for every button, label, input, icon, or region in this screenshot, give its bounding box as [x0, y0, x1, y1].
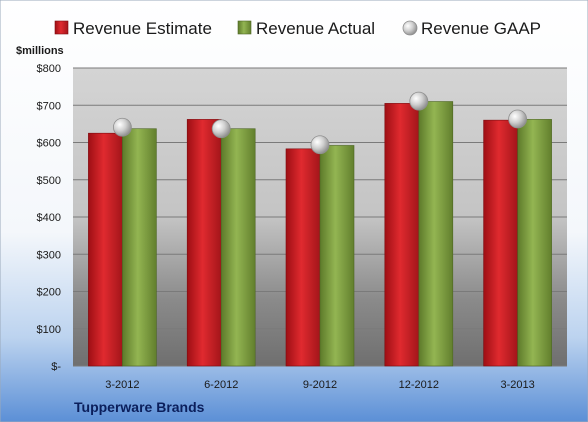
- y-tick-label: $100: [37, 324, 61, 336]
- markers: [113, 91, 527, 155]
- bar-revenue-actual: [122, 128, 157, 367]
- legend: Revenue Estimate Revenue Actual Revenue GA…: [54, 19, 541, 38]
- marker-revenue-gaap: [211, 119, 231, 139]
- legend-swatch-revenue-actual: [237, 20, 252, 35]
- bar-revenue-actual: [517, 119, 552, 367]
- company-name: Tupperware Brands: [74, 399, 205, 415]
- y-axis-unit: $millions: [16, 45, 64, 57]
- x-tick-label: 6-2012: [204, 379, 238, 391]
- y-tick-label: $200: [37, 287, 61, 299]
- x-tick-label: 3-2013: [500, 379, 534, 391]
- y-tick-label: $-: [51, 361, 61, 373]
- legend-label: Revenue Actual: [256, 19, 375, 38]
- marker-revenue-gaap: [508, 109, 527, 129]
- x-axis-ticks: 3-2012 6-2012 9-2012 12-2012 3-2013: [105, 379, 534, 391]
- bar-revenue-actual: [220, 128, 256, 367]
- y-tick-label: $300: [37, 249, 61, 261]
- y-tick-label: $800: [37, 63, 61, 75]
- bar-revenue-estimate: [384, 103, 420, 367]
- bar-revenue-actual: [418, 101, 454, 367]
- marker-revenue-gaap: [409, 91, 429, 111]
- y-axis-ticks: $- $100 $200 $300 $400 $500 $600 $700 $800: [37, 63, 62, 373]
- bar-revenue-estimate: [285, 148, 321, 367]
- legend-swatch-revenue-estimate: [54, 20, 69, 35]
- y-tick-label: $600: [37, 138, 61, 150]
- marker-revenue-gaap: [310, 135, 330, 155]
- y-tick-label: $700: [37, 100, 61, 112]
- bar-revenue-estimate: [483, 119, 518, 367]
- y-tick-label: $500: [37, 175, 61, 187]
- bars: [88, 101, 552, 367]
- y-tick-label: $400: [37, 212, 61, 224]
- marker-revenue-gaap: [113, 117, 132, 137]
- x-tick-label: 9-2012: [303, 379, 337, 391]
- x-tick-label: 12-2012: [399, 379, 439, 391]
- bar-revenue-actual: [319, 145, 355, 367]
- x-tick-label: 3-2012: [105, 379, 139, 391]
- legend-label: Revenue Estimate: [73, 19, 212, 38]
- bar-revenue-estimate: [186, 119, 222, 367]
- legend-swatch-revenue-gaap: [402, 20, 418, 36]
- bar-revenue-estimate: [88, 132, 123, 367]
- legend-label: Revenue GAAP: [421, 19, 541, 38]
